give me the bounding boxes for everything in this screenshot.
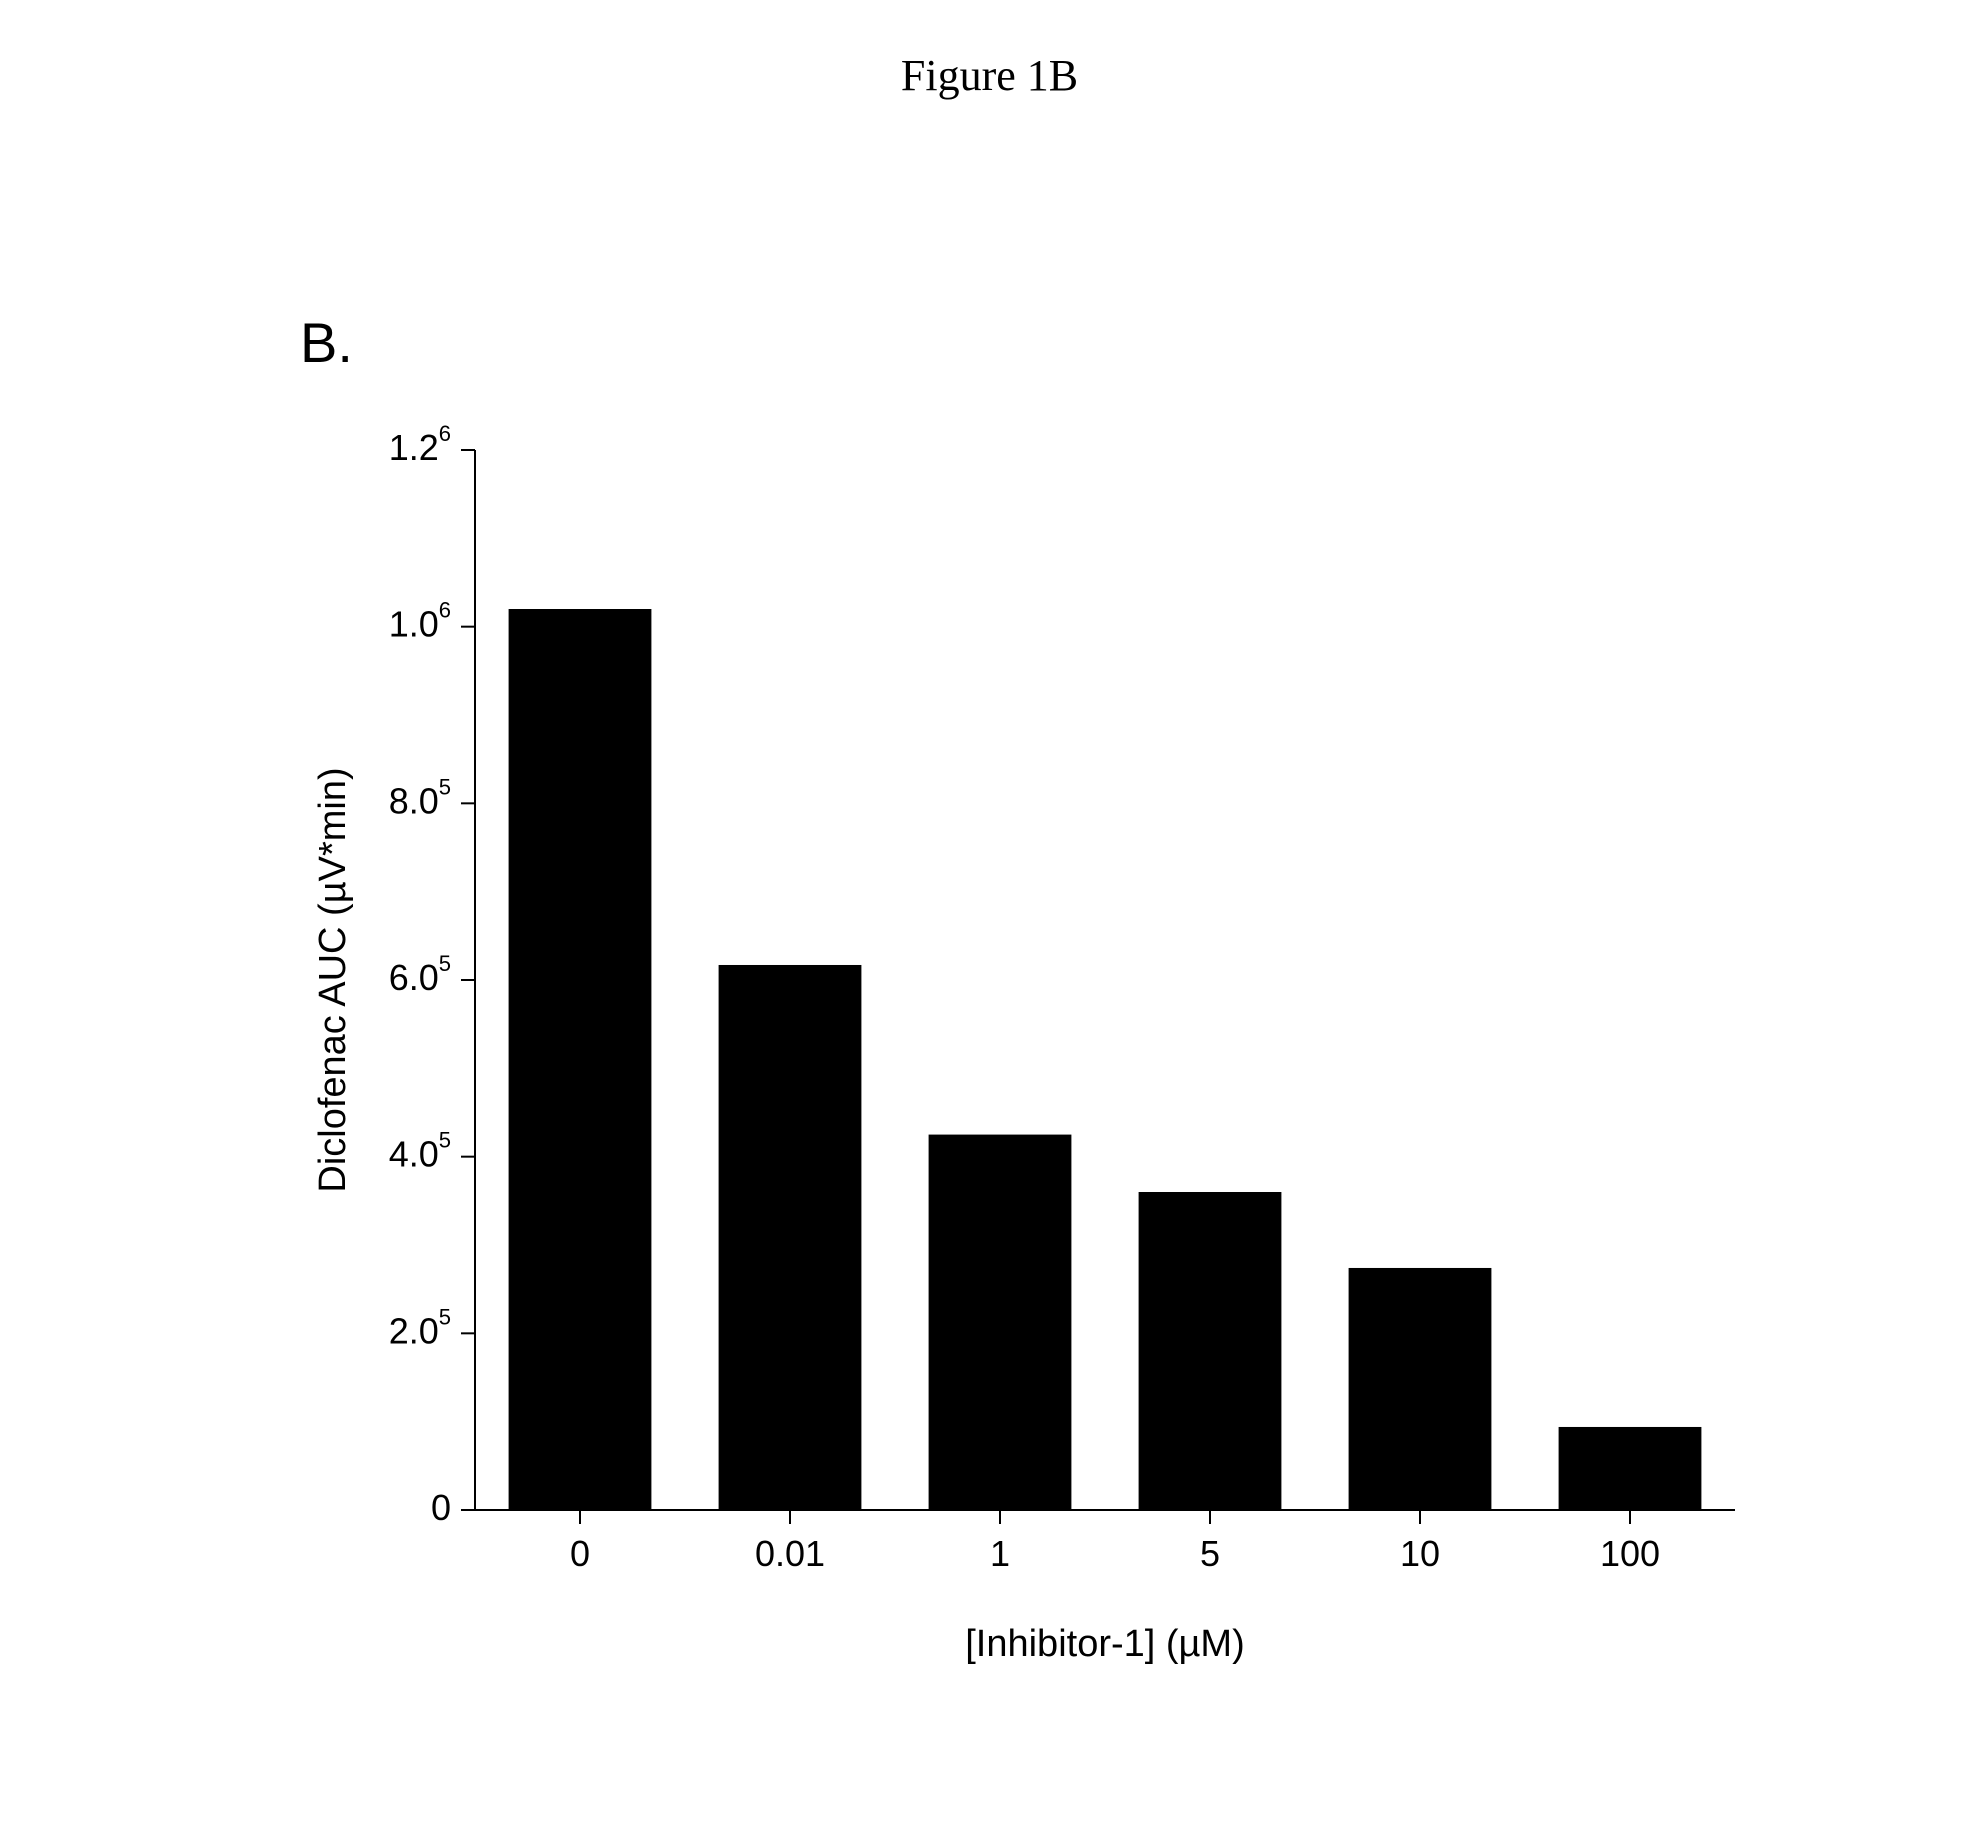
chart-svg: 0 2.05 4.05 6.05 8.05 1.06 1.26 0 0.01 1 5 10 100 Dic… xyxy=(300,420,1800,1740)
y-tick-label: 6.05 xyxy=(389,951,451,998)
x-tick-label: 1 xyxy=(990,1533,1010,1574)
x-tick-label: 0 xyxy=(570,1533,590,1574)
y-tick-label: 2.05 xyxy=(389,1304,451,1351)
figure-title: Figure 1B xyxy=(0,50,1979,101)
bar xyxy=(1139,1192,1282,1510)
bar xyxy=(1349,1268,1492,1510)
y-axis-label: Diclofenac AUC (µV*min) xyxy=(312,767,354,1192)
y-tick-label: 1.26 xyxy=(389,421,451,468)
bar xyxy=(719,965,862,1510)
bar xyxy=(1559,1427,1702,1510)
y-tick-label: 4.05 xyxy=(389,1127,451,1174)
panel-label: B. xyxy=(300,310,353,375)
x-axis-label: [Inhibitor-1] (µM) xyxy=(965,1623,1245,1665)
y-tick-label: 0 xyxy=(431,1487,451,1528)
y-tick-label: 1.06 xyxy=(389,597,451,644)
x-tick-label: 100 xyxy=(1600,1533,1660,1574)
x-tick-label: 10 xyxy=(1400,1533,1440,1574)
bar xyxy=(509,609,652,1510)
x-tick-label: 0.01 xyxy=(755,1533,825,1574)
x-tick-label: 5 xyxy=(1200,1533,1220,1574)
y-tick-label: 8.05 xyxy=(389,774,451,821)
bar xyxy=(929,1135,1072,1510)
bar-chart: 0 2.05 4.05 6.05 8.05 1.06 1.26 0 0.01 1 5 10 100 Dic… xyxy=(300,420,1800,1740)
